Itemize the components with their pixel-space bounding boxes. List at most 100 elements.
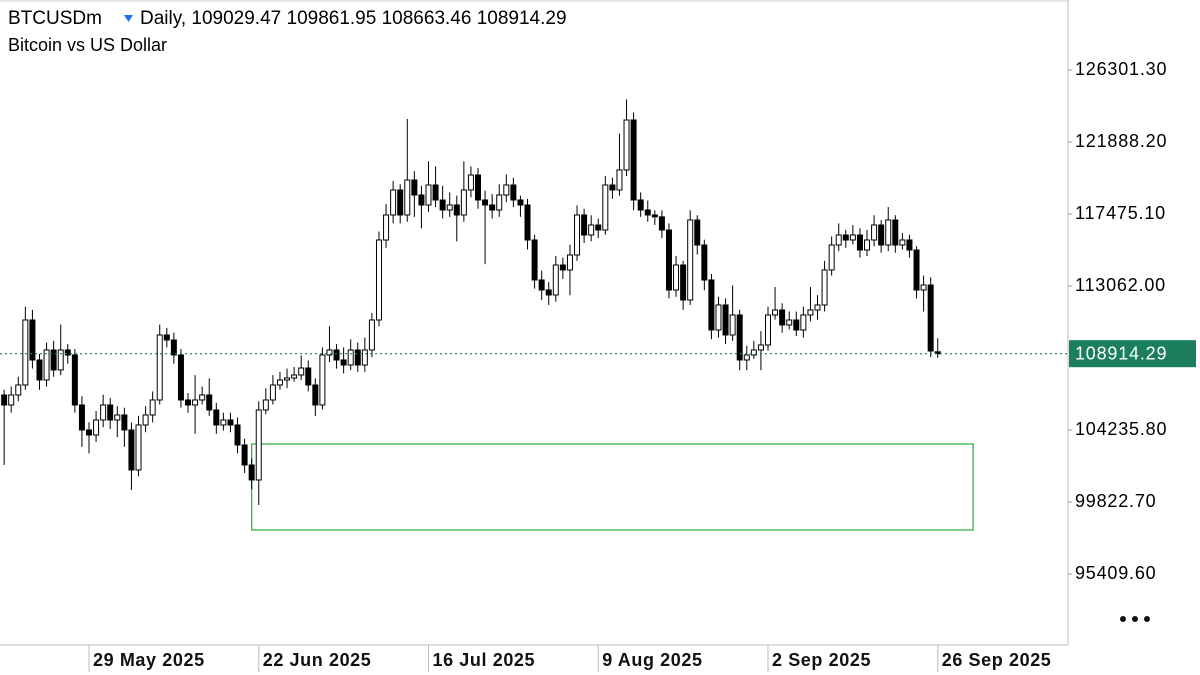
- candle-body: [57, 349, 64, 371]
- candle-body: [602, 184, 609, 231]
- candle-body: [411, 179, 418, 196]
- candle-body: [849, 234, 856, 241]
- candle-body: [220, 419, 227, 426]
- dot: [1120, 616, 1126, 622]
- candle-body: [779, 309, 786, 326]
- candle-body: [842, 234, 849, 241]
- candle-body: [694, 219, 701, 246]
- candle-body: [425, 184, 432, 206]
- candle-body: [114, 414, 121, 421]
- candle-body: [559, 264, 566, 271]
- candle-body: [588, 224, 595, 236]
- candle-body: [871, 224, 878, 241]
- candle-body: [312, 384, 319, 406]
- candle-body: [368, 319, 375, 351]
- candle-body: [856, 234, 863, 251]
- candle-body: [885, 219, 892, 246]
- candle-body: [482, 199, 489, 206]
- y-tick-label: 95409.60: [1075, 563, 1156, 583]
- candle-body: [538, 279, 545, 291]
- header-low: 108663.46: [382, 8, 472, 29]
- candle-body: [864, 239, 871, 251]
- candle-body: [786, 319, 793, 326]
- candle-body: [892, 219, 899, 246]
- last-price-label: 108914.29: [1075, 343, 1167, 363]
- candle-body: [227, 419, 234, 426]
- header-close: 108914.29: [477, 8, 567, 29]
- candle-body: [574, 214, 581, 256]
- candle-body: [241, 444, 248, 466]
- candle-body: [835, 234, 842, 246]
- candle-body: [764, 314, 771, 346]
- candle-body: [757, 344, 764, 351]
- candle-body: [418, 194, 425, 206]
- candle-body: [743, 354, 750, 361]
- dot: [1132, 616, 1138, 622]
- candle-body: [305, 367, 312, 386]
- candle-body: [397, 189, 404, 216]
- candle-body: [149, 399, 156, 416]
- candle-body: [750, 349, 757, 356]
- x-tick-label: 2 Sep 2025: [772, 650, 871, 670]
- candle-body: [807, 309, 814, 316]
- y-tick-label: 113062.00: [1075, 275, 1166, 295]
- candle-body: [906, 239, 913, 251]
- candle-body: [319, 354, 326, 406]
- candle-body: [460, 189, 467, 216]
- candle-body: [453, 204, 460, 216]
- candle-body: [552, 264, 559, 296]
- candle-body: [934, 351, 941, 355]
- candle-body: [616, 169, 623, 191]
- candle-body: [772, 309, 779, 316]
- candle-body: [736, 314, 743, 361]
- candle-body: [722, 304, 729, 336]
- x-tick-label: 16 Jul 2025: [432, 650, 535, 670]
- candle-body: [93, 419, 100, 436]
- candle-body: [899, 239, 906, 246]
- candle-body: [326, 349, 333, 356]
- symbol-menu-icon[interactable]: [124, 15, 133, 22]
- candle-body: [142, 414, 149, 426]
- last-price-box: [1069, 340, 1196, 368]
- candle-body: [687, 219, 694, 301]
- candle-body: [86, 429, 92, 436]
- candle-body: [467, 174, 474, 191]
- candle-body: [78, 404, 85, 431]
- candle-body: [637, 199, 644, 211]
- candle-body: [920, 284, 927, 291]
- candle-body: [800, 314, 807, 331]
- candle-body: [199, 394, 206, 401]
- candle-body: [793, 319, 800, 331]
- candle-body: [375, 239, 382, 321]
- candle-body: [404, 179, 411, 216]
- candle-body: [15, 384, 22, 396]
- candle-body: [121, 414, 128, 431]
- candle-body: [475, 174, 482, 201]
- candle-body: [298, 367, 305, 376]
- more-menu[interactable]: [1120, 616, 1150, 622]
- candle-body: [135, 424, 142, 471]
- subtitle: Bitcoin vs US Dollar: [8, 35, 167, 55]
- candle-body: [1, 394, 8, 406]
- candle-body: [390, 189, 397, 216]
- candle-body: [828, 244, 835, 271]
- candle-body: [503, 184, 510, 196]
- candle-body: [255, 409, 262, 481]
- candle-body: [29, 319, 36, 361]
- x-tick-label: 29 May 2025: [93, 650, 205, 670]
- candle-body: [170, 339, 177, 356]
- candle-body: [496, 194, 503, 211]
- candle-body: [333, 349, 340, 361]
- candle-body: [517, 199, 524, 206]
- candle-body: [878, 224, 885, 246]
- candle-body: [383, 214, 390, 241]
- candle-body: [814, 304, 821, 311]
- candle-body: [177, 354, 184, 401]
- candle-body: [439, 199, 446, 211]
- candle-body: [566, 254, 573, 271]
- header-high: 109861.95: [287, 8, 377, 29]
- candle-body: [234, 424, 241, 446]
- candle-body: [715, 304, 722, 331]
- candle-body: [163, 334, 170, 341]
